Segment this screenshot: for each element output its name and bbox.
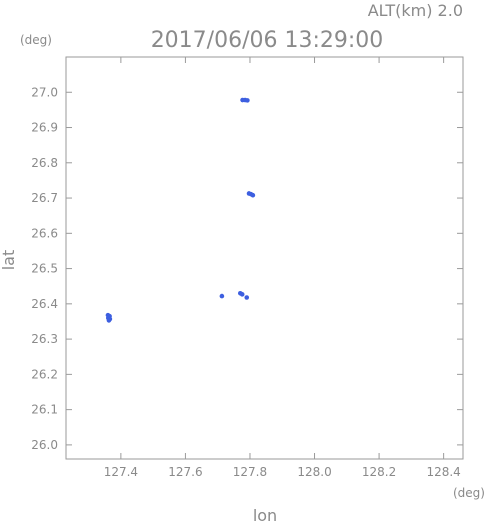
x-axis-title: lon [253,506,277,521]
data-point [245,98,250,103]
y-tick-label: 26.9 [31,121,58,135]
data-point [106,318,112,323]
y-tick-label: 26.1 [31,403,58,417]
x-tick-label: 128.4 [426,465,460,479]
y-tick-label: 26.4 [31,297,58,311]
data-point [244,295,250,300]
y-axis-title: lat [0,250,18,271]
y-tick-label: 26.8 [31,156,58,170]
y-unit-label: (deg) [20,33,52,47]
y-tick-label: 26.2 [31,367,58,381]
data-point [239,292,245,297]
altitude-label: ALT(km) 2.0 [368,1,463,20]
axis-ticks: 127.4 127.6 127.8 128.0 128.2 128.4 26.0 26.1 26… [31,57,463,479]
chart-title: 2017/06/06 13:29:00 [151,28,384,53]
y-tick-label: 26.3 [31,332,58,346]
y-tick-label: 26.0 [31,438,58,452]
y-tick-label: 27.0 [31,85,58,99]
data-points [105,97,256,323]
x-tick-label: 127.8 [233,465,267,479]
x-tick-label: 128.2 [362,465,396,479]
x-unit-label: (deg) [453,486,485,500]
data-point [219,293,225,299]
x-tick-label: 127.4 [104,465,138,479]
data-point [250,192,256,198]
x-tick-label: 128.0 [297,465,331,479]
y-tick-label: 26.5 [31,262,58,276]
x-tick-label: 127.6 [168,465,202,479]
y-tick-label: 26.6 [31,226,58,240]
plot-frame [65,56,464,460]
y-tick-label: 26.7 [31,191,58,205]
